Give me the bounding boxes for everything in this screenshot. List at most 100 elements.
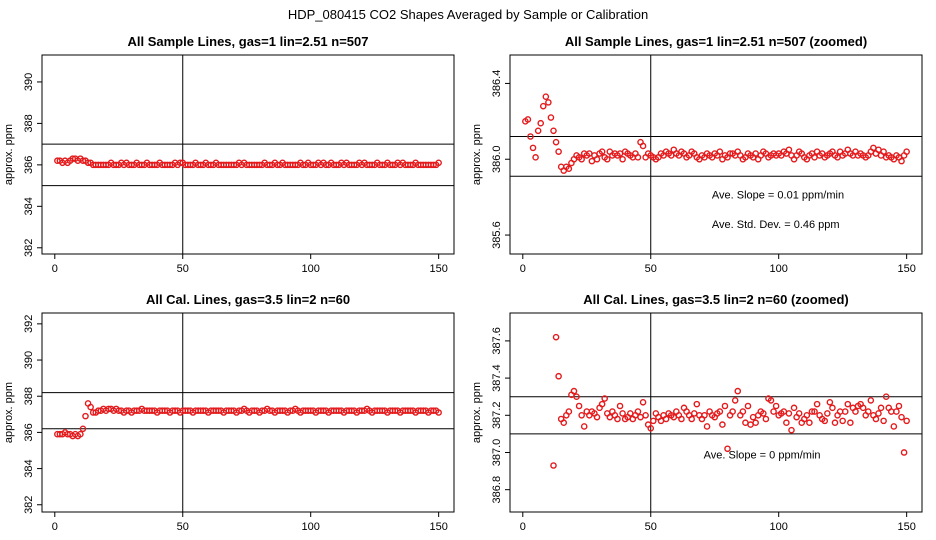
plot-frame — [41, 312, 455, 513]
data-point — [880, 417, 887, 425]
plot-frame — [509, 312, 923, 513]
data-point — [882, 393, 890, 400]
data-point — [82, 412, 89, 420]
y-tick-label: 387.6 — [491, 327, 503, 355]
y-axis-label: approx. ppm — [3, 382, 15, 443]
data-point — [734, 387, 742, 395]
data-point — [821, 417, 829, 425]
data-point — [650, 417, 657, 425]
x-tick-label: 0 — [52, 263, 58, 275]
data-point — [688, 415, 695, 423]
data-point — [435, 409, 442, 416]
data-point — [770, 408, 777, 415]
data-point — [555, 148, 562, 155]
x-tick-label: 150 — [429, 521, 447, 533]
data-point — [542, 93, 550, 100]
data-point — [895, 402, 903, 410]
data-point — [898, 157, 905, 165]
data-point — [552, 333, 560, 341]
data-point — [603, 155, 611, 163]
data-point — [721, 402, 729, 410]
data-point — [795, 410, 803, 417]
y-tick-label: 382 — [23, 239, 35, 257]
data-point — [880, 148, 887, 155]
y-tick-label: 386.0 — [491, 145, 503, 173]
y-tick-label: 390 — [23, 73, 35, 91]
series-1 — [522, 93, 910, 174]
series-1 — [54, 155, 442, 169]
data-point — [803, 411, 811, 419]
data-point — [573, 393, 580, 400]
x-tick-label: 0 — [52, 521, 58, 533]
data-point — [435, 159, 442, 167]
data-point — [872, 415, 880, 423]
data-point — [693, 400, 701, 408]
data-point — [762, 415, 770, 423]
data-point — [578, 411, 585, 419]
chart-annotation: Ave. Std. Dev. = 0.46 ppm — [712, 219, 840, 231]
data-point — [806, 419, 813, 427]
plot-frame — [41, 54, 455, 255]
data-point — [580, 423, 588, 430]
data-point — [716, 148, 724, 155]
chart-panel-1: All Sample Lines, gas=1 lin=2.51 n=507 ap… — [3, 34, 455, 275]
data-point — [593, 155, 601, 163]
data-point — [534, 127, 542, 135]
data-point — [539, 102, 547, 110]
series-1 — [550, 333, 910, 469]
y-tick-label: 386 — [23, 156, 35, 174]
y-tick-label: 386.4 — [491, 70, 503, 98]
y-tick-label: 388 — [23, 114, 35, 132]
x-tick-label: 0 — [520, 521, 526, 533]
data-point — [744, 402, 752, 410]
y-tick-label: 386 — [23, 423, 35, 441]
data-point — [767, 397, 775, 404]
data-point — [614, 415, 621, 423]
data-point — [634, 154, 642, 161]
data-point — [731, 397, 739, 404]
x-tick-label: 0 — [520, 263, 526, 275]
data-point — [760, 410, 767, 417]
data-point — [647, 425, 655, 432]
chart-annotation: Ave. Slope = 0 ppm/min — [704, 449, 821, 461]
data-point — [852, 408, 859, 415]
data-point — [900, 449, 908, 456]
x-tick-label: 100 — [770, 263, 788, 275]
y-tick-label: 387.2 — [491, 402, 503, 430]
y-axis-label: approx. ppm — [471, 124, 483, 185]
data-point — [839, 417, 846, 425]
data-point — [808, 408, 816, 415]
data-point — [864, 408, 872, 415]
data-point — [550, 462, 557, 469]
chart-title: All Cal. Lines, gas=3.5 lin=2 n=60 — [146, 292, 350, 307]
data-point — [739, 408, 747, 415]
data-point — [813, 400, 821, 408]
data-point — [829, 404, 836, 412]
x-tick-label: 150 — [897, 521, 915, 533]
x-tick-label: 50 — [177, 263, 189, 275]
figure-title: HDP_080415 CO2 Shapes Averaged by Sample… — [288, 7, 648, 22]
data-point — [524, 116, 532, 123]
data-point — [785, 410, 793, 417]
data-point — [565, 408, 573, 415]
y-tick-label: 387.4 — [491, 364, 503, 392]
data-point — [859, 404, 867, 412]
data-point — [877, 404, 885, 412]
data-point — [831, 419, 839, 427]
series-1 — [54, 400, 442, 440]
data-point — [547, 114, 555, 121]
y-tick-label: 388 — [23, 387, 35, 405]
data-point — [555, 372, 562, 380]
y-tick-label: 387.0 — [491, 439, 503, 467]
data-point — [772, 402, 780, 410]
data-point — [701, 411, 708, 419]
data-point — [903, 148, 910, 155]
y-tick-label: 384 — [23, 459, 35, 477]
y-tick-label: 382 — [23, 496, 35, 514]
data-point — [560, 419, 568, 427]
data-point — [703, 423, 711, 430]
data-point — [824, 410, 831, 417]
chart-panel-4: All Cal. Lines, gas=3.5 lin=2 n=60 (zoom… — [471, 292, 923, 533]
y-tick-label: 390 — [23, 351, 35, 369]
